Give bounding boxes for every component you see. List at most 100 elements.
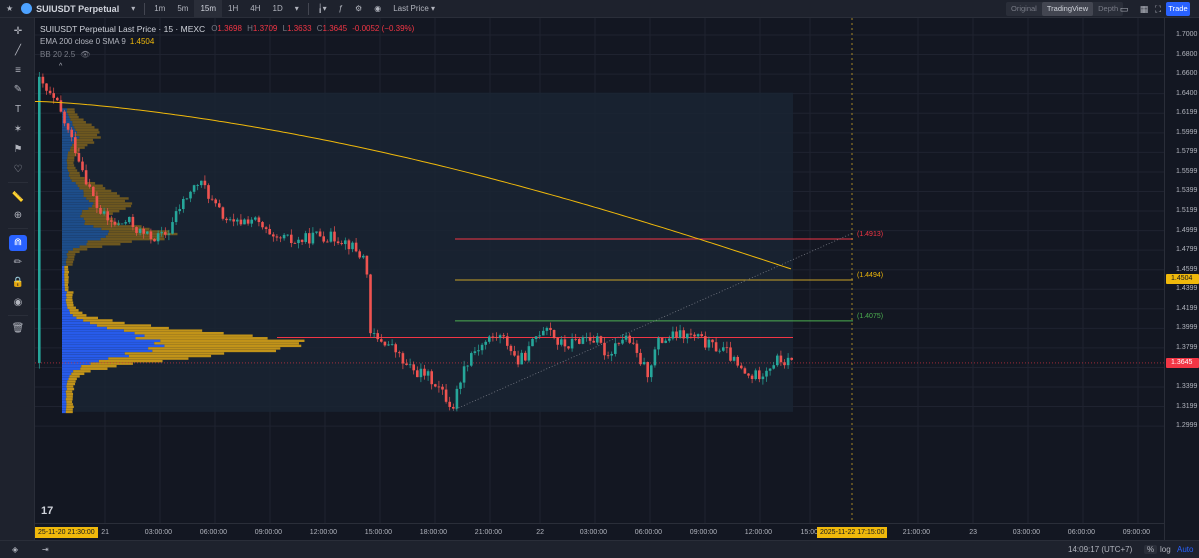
volume-profile-bar-blue: [62, 390, 66, 393]
interval-5m[interactable]: 5m: [177, 4, 189, 13]
eye-icon[interactable]: 👁: [80, 50, 91, 59]
layout-icon[interactable]: ▭: [1119, 4, 1129, 14]
range-box: [62, 92, 793, 412]
indicator-icon[interactable]: ƒ: [338, 4, 344, 13]
volume-profile-bar-gold: [90, 362, 133, 365]
volume-profile-bar-blue: [62, 293, 67, 297]
settings-icon[interactable]: ⚙: [355, 4, 363, 13]
interval-1m[interactable]: 1m: [154, 4, 166, 13]
volume-profile-bar-gold: [67, 169, 78, 172]
volume-profile-bar-blue: [62, 248, 73, 251]
auto-toggle[interactable]: Auto: [1177, 545, 1194, 554]
candle-body: [138, 228, 142, 233]
horizontal-lines-icon[interactable]: ≡: [15, 65, 21, 76]
tab-original[interactable]: Original: [1011, 4, 1037, 13]
candle-body: [214, 199, 217, 204]
ruler-icon[interactable]: 📏: [11, 192, 25, 203]
price-type-select[interactable]: Last Price ▾: [393, 4, 436, 13]
price-label: 1.2999: [1176, 422, 1198, 430]
percent-toggle[interactable]: %: [1144, 545, 1158, 554]
clock-time[interactable]: 14:09:17 (UTC+7): [1068, 545, 1133, 554]
candle-body: [660, 337, 664, 343]
candle-body: [437, 386, 441, 388]
volume-profile-bar-blue: [62, 362, 91, 365]
candle-body: [653, 349, 657, 366]
time-label: 03:00:00: [1012, 529, 1041, 536]
candle-body: [322, 236, 325, 242]
candle-body: [689, 333, 693, 335]
volume-profile-bar-blue: [62, 349, 153, 353]
candle-body: [668, 338, 671, 341]
tab-depth[interactable]: Depth: [1098, 4, 1119, 13]
candle-body: [304, 233, 307, 242]
volume-profile-bar-gold: [88, 199, 125, 203]
candle-type-icon[interactable]: ╽▾: [317, 4, 327, 13]
candle-body: [606, 355, 610, 357]
volume-profile-bar-blue: [62, 400, 67, 403]
candle-body: [272, 234, 275, 237]
pattern-icon[interactable]: ✶: [13, 124, 23, 135]
goto-date-icon[interactable]: ⇥: [42, 545, 49, 554]
ema-200-line: [35, 101, 792, 270]
candle-body: [628, 335, 631, 343]
eye-icon[interactable]: ◉: [13, 297, 23, 308]
candle-body: [430, 371, 433, 385]
legend-low: 1.3633: [287, 24, 312, 33]
price-label: 1.3799: [1176, 343, 1198, 351]
candle-body: [423, 368, 426, 376]
lock-icon[interactable]: 🔒: [11, 277, 25, 288]
legend-close-key: C: [316, 24, 323, 33]
brush-icon[interactable]: ✎: [13, 84, 23, 95]
interval-1d[interactable]: 1D: [272, 4, 283, 13]
candle-body: [552, 329, 556, 339]
volume-profile-bar-gold: [64, 281, 69, 284]
interval-15m[interactable]: 15m: [194, 0, 223, 18]
candle-body: [678, 330, 682, 338]
interval-1h[interactable]: 1H: [228, 4, 239, 13]
fullscreen-icon[interactable]: ⛶: [1154, 4, 1162, 14]
interval-4h[interactable]: 4H: [250, 4, 261, 13]
lock-drawing-icon[interactable]: ✏: [13, 257, 23, 268]
chart-pane[interactable]: (1.4913) (1.4494) (1.4075) ^ 17: [35, 18, 1164, 540]
trend-line-icon[interactable]: ╱: [14, 45, 22, 56]
tab-tradingview[interactable]: TradingView: [1041, 2, 1094, 16]
legend-ema-row[interactable]: EMA 200 close 0 SMA 9 1.4504: [40, 35, 417, 48]
time-axis[interactable]: 21 03:00:00 06:00:00 09:00:00 12:00:00 15:00:…: [35, 523, 1164, 540]
text-icon[interactable]: T: [14, 104, 22, 115]
interval-dropdown-icon[interactable]: ▾: [294, 4, 299, 13]
zoom-in-icon[interactable]: ⊕: [13, 210, 23, 221]
candle-body: [675, 331, 678, 338]
trade-button[interactable]: Trade: [1166, 2, 1190, 16]
candle-body: [290, 234, 293, 244]
camera-icon[interactable]: ◉: [374, 4, 382, 13]
volume-profile-bar-gold: [75, 128, 99, 132]
volume-profile-bar-blue: [62, 169, 68, 172]
calendar-icon[interactable]: ▦: [1139, 4, 1149, 14]
candle-body: [131, 216, 135, 228]
volume-profile-bar-blue: [62, 182, 76, 185]
candle-body: [722, 347, 725, 351]
legend-bb-row[interactable]: BB 20 2.5 👁: [40, 48, 417, 61]
layers-icon[interactable]: ◈: [12, 545, 19, 554]
chart-canvas[interactable]: (1.4913) (1.4494) (1.4075) ^ 17: [35, 18, 1164, 540]
log-toggle[interactable]: log: [1160, 545, 1171, 554]
symbol-name[interactable]: SUIUSDT Perpetual: [36, 3, 120, 14]
crosshair-icon[interactable]: ✛: [13, 26, 23, 37]
volume-profile-bar-blue: [62, 176, 71, 180]
forecast-icon[interactable]: ⚑: [13, 144, 23, 155]
magnet-icon[interactable]: ⋒: [9, 235, 27, 251]
trash-icon[interactable]: 🗑: [11, 323, 25, 334]
volume-profile-bar-gold: [123, 329, 203, 332]
candle-body: [178, 209, 181, 212]
volume-profile-bar-blue: [62, 154, 68, 157]
volume-profile-bar-gold: [64, 268, 69, 271]
volume-profile-bar-blue: [62, 227, 102, 231]
volume-profile-bar-gold: [81, 365, 117, 368]
volume-profile-bar-gold: [135, 337, 268, 340]
star-icon[interactable]: ★: [6, 4, 14, 13]
heart-icon[interactable]: ♡: [13, 164, 23, 175]
candle-body: [498, 335, 502, 339]
price-scale[interactable]: 1.7000 1.6800 1.6600 1.6400 1.6199 1.5999 1.57…: [1164, 18, 1199, 540]
volume-profile-bar-gold: [68, 377, 77, 381]
chevron-down-icon[interactable]: ▾: [131, 4, 136, 13]
